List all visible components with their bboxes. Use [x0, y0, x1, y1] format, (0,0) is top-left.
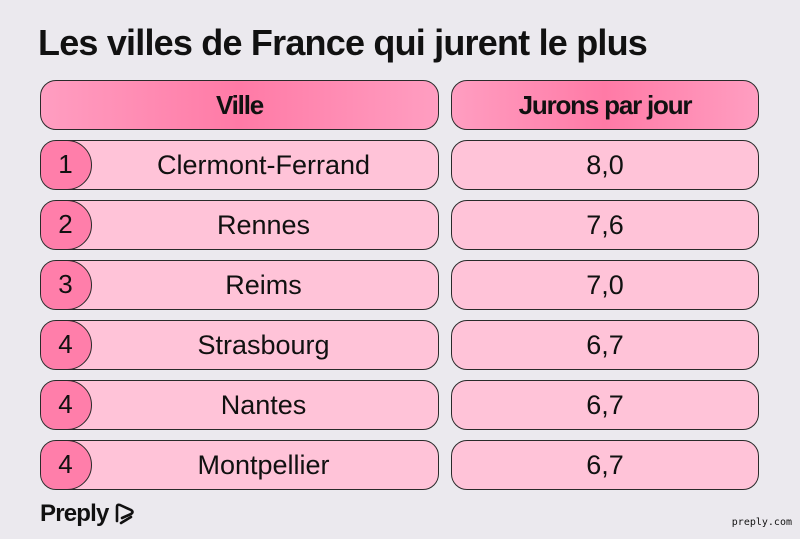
- table-row: 3 Reims 7,0: [0, 260, 800, 310]
- city-name: Rennes: [216, 209, 311, 240]
- city-name: Clermont-Ferrand: [156, 149, 371, 180]
- column-header-city: Ville: [40, 80, 439, 130]
- city-cell: 4 Strasbourg: [40, 320, 439, 370]
- table-row: 4 Montpellier 6,7: [0, 440, 800, 490]
- table-row: 2 Rennes 7,6: [0, 200, 800, 250]
- value-cell: 6,7: [451, 320, 759, 370]
- logo-wordmark: Preply: [40, 500, 109, 527]
- preply-logo-icon: [115, 503, 134, 525]
- city-name: Strasbourg: [197, 329, 330, 360]
- city-cell: 1 Clermont-Ferrand: [40, 140, 439, 190]
- value-cell: 8,0: [451, 140, 759, 190]
- rank-badge: 1: [41, 141, 92, 189]
- value-cell: 7,0: [451, 260, 759, 310]
- rank-badge: 4: [41, 381, 92, 429]
- rank-badge: 2: [41, 201, 92, 249]
- city-cell: 4 Montpellier: [40, 440, 439, 490]
- city-name: Montpellier: [197, 449, 330, 480]
- table-row: 4 Nantes 6,7: [0, 380, 800, 430]
- column-header-value: Jurons par jour: [451, 80, 759, 130]
- value-cell: 6,7: [451, 440, 759, 490]
- city-cell: 4 Nantes: [40, 380, 439, 430]
- value-cell: 7,6: [451, 200, 759, 250]
- rank-badge: 3: [41, 261, 92, 309]
- value-cell: 6,7: [451, 380, 759, 430]
- preply-logo: Preply: [40, 500, 138, 528]
- rank-badge: 4: [41, 441, 92, 489]
- city-name: Nantes: [220, 389, 307, 420]
- table-row: 4 Strasbourg 6,7: [0, 320, 800, 370]
- page-title: Les villes de France qui jurent le plus: [38, 22, 648, 63]
- rank-badge: 4: [41, 321, 92, 369]
- city-name: Reims: [225, 269, 302, 300]
- source-url: preply.com: [731, 517, 792, 528]
- city-cell: 2 Rennes: [40, 200, 439, 250]
- city-cell: 3 Reims: [40, 260, 439, 310]
- table-row: 1 Clermont-Ferrand 8,0: [0, 140, 800, 190]
